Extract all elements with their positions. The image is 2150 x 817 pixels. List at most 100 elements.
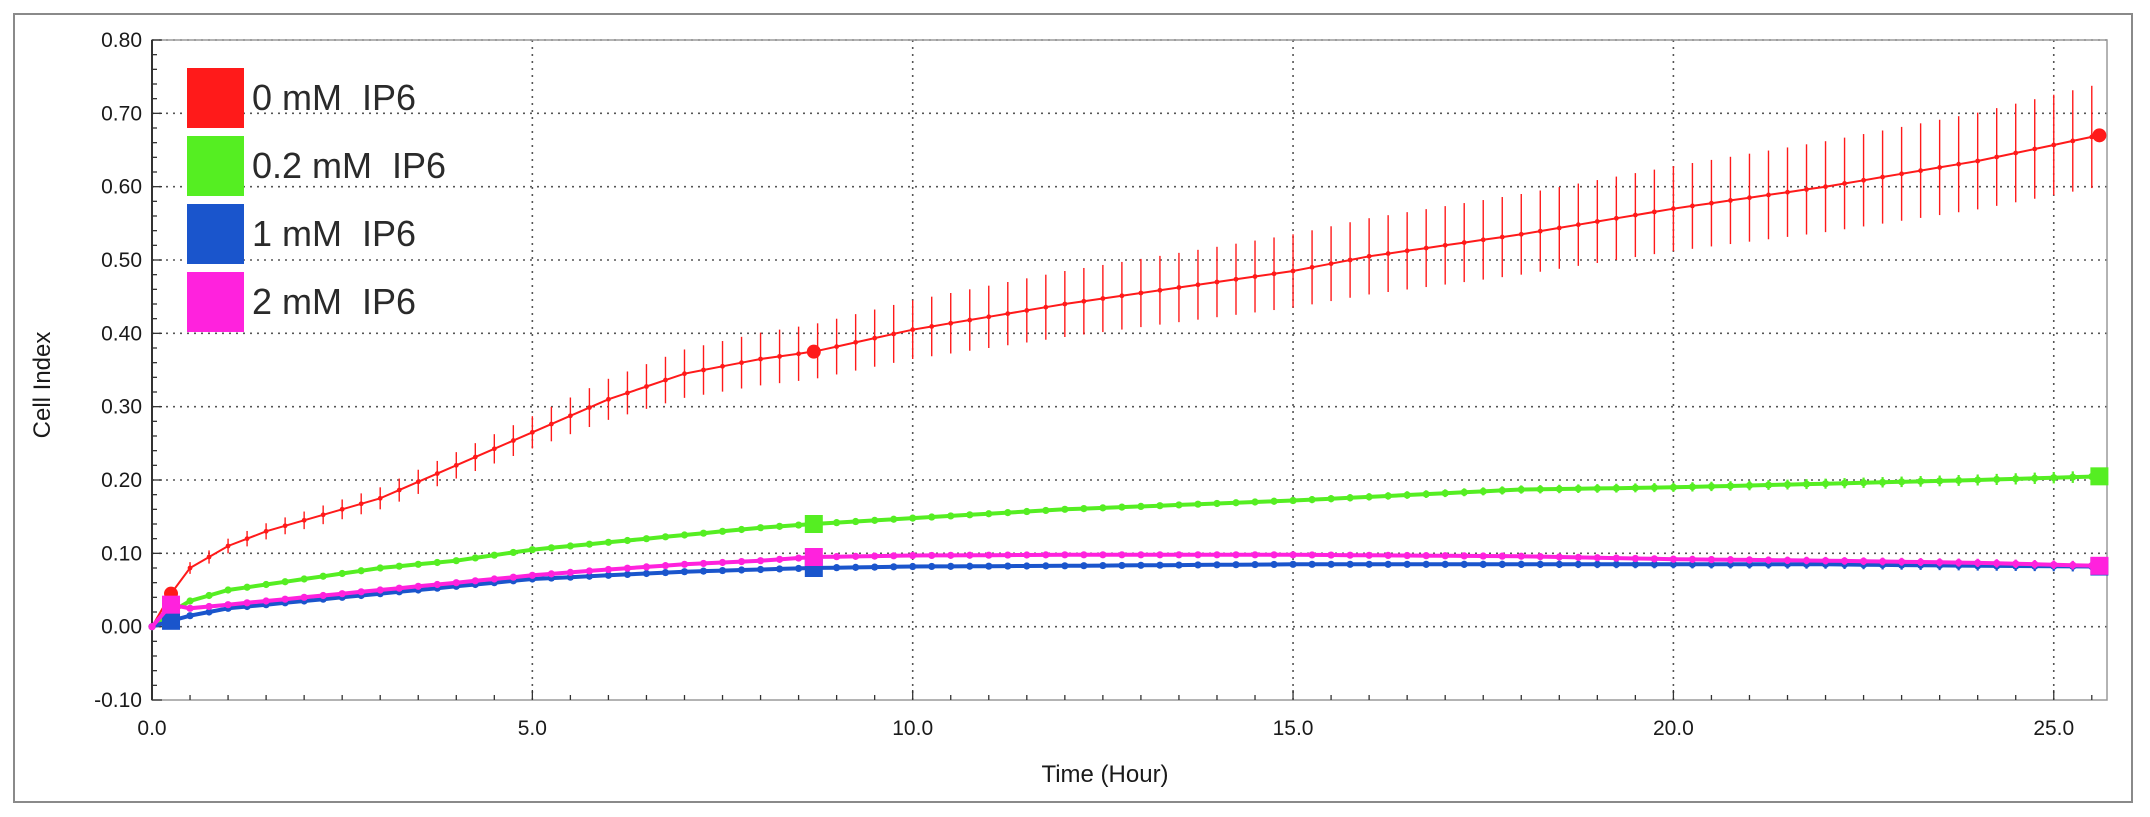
data-point — [1441, 489, 1449, 497]
data-point — [890, 552, 898, 560]
data-point — [1783, 556, 1792, 564]
data-point — [1384, 560, 1392, 568]
data-point — [1859, 479, 1868, 487]
data-point — [358, 501, 364, 507]
data-point — [472, 454, 478, 460]
data-point — [1688, 560, 1697, 568]
data-point — [1613, 215, 1619, 221]
data-point — [1271, 271, 1277, 277]
y-tick-label: 0.70 — [101, 102, 142, 125]
data-point — [1252, 274, 1258, 279]
data-point — [1194, 500, 1202, 508]
plot-area-border — [151, 39, 2108, 701]
data-point — [947, 551, 955, 559]
data-point — [644, 384, 649, 389]
x-axis-title: Time (Hour) — [1041, 761, 1168, 788]
data-point — [1023, 507, 1031, 516]
data-point — [872, 335, 878, 341]
data-point — [986, 314, 992, 320]
key-marker — [2092, 128, 2107, 143]
x-tick-label: 20.0 — [1653, 717, 1694, 740]
data-point — [663, 377, 668, 383]
data-point — [909, 562, 917, 571]
data-point — [148, 623, 156, 631]
data-point — [2069, 473, 2077, 481]
data-point — [1289, 551, 1297, 559]
data-point — [1993, 559, 2001, 567]
key-marker — [806, 344, 821, 359]
data-point — [682, 371, 687, 377]
data-point — [1631, 484, 1639, 492]
data-point — [1004, 562, 1012, 570]
key-marker — [162, 611, 181, 630]
data-point — [224, 586, 232, 594]
data-point — [1707, 482, 1716, 491]
data-point — [891, 331, 897, 337]
data-point — [357, 567, 365, 575]
data-point — [890, 563, 898, 571]
data-point — [186, 612, 194, 620]
data-point — [909, 551, 917, 560]
data-point — [737, 557, 746, 566]
data-point — [1327, 560, 1335, 568]
data-point — [852, 563, 860, 571]
data-point — [1118, 551, 1126, 559]
legend-label: 1 mM IP6 — [252, 213, 416, 254]
data-point — [1347, 257, 1353, 263]
data-point — [948, 320, 954, 326]
data-point — [1536, 553, 1544, 561]
data-point — [1612, 560, 1620, 568]
data-point — [910, 327, 916, 333]
data-point — [1783, 480, 1792, 489]
data-point — [433, 558, 441, 567]
data-point — [606, 396, 611, 402]
data-point — [1878, 478, 1887, 486]
data-point — [2050, 561, 2058, 569]
data-point — [547, 544, 555, 552]
data-point — [661, 533, 670, 541]
data-point — [1498, 486, 1506, 495]
data-point — [1975, 158, 1981, 164]
data-point — [909, 514, 917, 522]
data-point — [775, 555, 784, 563]
data-point — [1517, 485, 1525, 494]
data-point — [1327, 495, 1335, 503]
data-point — [243, 583, 251, 591]
data-point — [1404, 248, 1410, 254]
data-point — [320, 512, 326, 518]
data-point — [1137, 561, 1145, 569]
data-point — [528, 546, 536, 554]
data-point — [1631, 560, 1639, 568]
data-point — [1289, 496, 1297, 505]
data-point — [967, 317, 973, 323]
data-point — [794, 554, 803, 562]
data-point — [1328, 261, 1334, 267]
data-point — [225, 543, 231, 549]
data-point — [1460, 488, 1468, 496]
y-tick-label: 0.80 — [101, 29, 142, 52]
data-point — [604, 571, 613, 579]
x-tick-label: 0.0 — [137, 717, 166, 740]
data-point — [890, 515, 898, 523]
data-point — [2012, 475, 2020, 483]
data-point — [985, 562, 993, 570]
series-3 — [148, 557, 2109, 631]
data-point — [718, 558, 727, 567]
data-point — [319, 572, 327, 580]
data-point — [1346, 560, 1354, 568]
data-point — [1403, 491, 1411, 499]
data-point — [852, 552, 860, 560]
data-point — [187, 565, 193, 571]
data-point — [1042, 506, 1050, 515]
data-point — [1842, 181, 1847, 186]
data-point — [966, 562, 974, 570]
data-point — [1460, 560, 1468, 568]
data-point — [1004, 509, 1012, 517]
data-point — [1137, 551, 1145, 559]
data-point — [1764, 481, 1773, 489]
data-point — [490, 575, 498, 583]
data-point — [1156, 551, 1164, 559]
data-point — [1517, 560, 1525, 568]
data-point — [1993, 475, 2001, 484]
data-point — [1099, 551, 1107, 559]
